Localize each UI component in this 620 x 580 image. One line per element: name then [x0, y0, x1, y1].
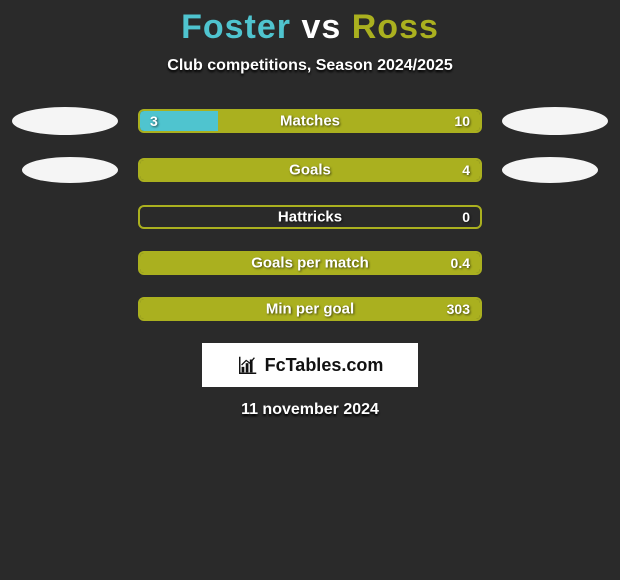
stat-row: Min per goal 303	[0, 297, 620, 321]
stat-bar: Goals 4	[138, 158, 482, 182]
title-left: Foster	[181, 8, 291, 46]
source-logo[interactable]: FcTables.com	[202, 343, 418, 387]
stat-label: Matches	[280, 113, 340, 130]
stat-row: 3 Matches 10	[0, 107, 620, 135]
stat-bar: Min per goal 303	[138, 297, 482, 321]
chart-icon	[237, 354, 259, 376]
stat-label: Hattricks	[278, 209, 342, 226]
stat-bar: Hattricks 0	[138, 205, 482, 229]
stat-label: Goals	[289, 162, 331, 179]
stat-row: Goals per match 0.4	[0, 251, 620, 275]
stat-bar: Goals per match 0.4	[138, 251, 482, 275]
stat-value-right: 0	[462, 209, 470, 225]
stat-row: Goals 4	[0, 157, 620, 183]
bar-fill-right	[218, 111, 480, 131]
stat-value-right: 10	[454, 113, 470, 129]
comparison-card: Foster vs Ross Club competitions, Season…	[0, 0, 620, 419]
stat-row: Hattricks 0	[0, 205, 620, 229]
title-vs: vs	[301, 8, 351, 46]
stat-value-right: 303	[447, 301, 470, 317]
player-badge-right	[502, 157, 598, 183]
player-badge-right	[502, 107, 608, 135]
stat-value-right: 0.4	[451, 255, 470, 271]
stats-list: 3 Matches 10 Goals 4 Hattricks 0 Goals per matc…	[0, 107, 620, 321]
stat-label: Min per goal	[266, 301, 354, 318]
stat-value-right: 4	[462, 162, 470, 178]
player-badge-left	[12, 107, 118, 135]
page-title: Foster vs Ross	[0, 8, 620, 47]
stat-bar: 3 Matches 10	[138, 109, 482, 133]
player-badge-left	[22, 157, 118, 183]
title-right: Ross	[352, 8, 439, 46]
stat-label: Goals per match	[251, 255, 369, 272]
stat-value-left: 3	[150, 113, 158, 129]
subtitle: Club competitions, Season 2024/2025	[0, 57, 620, 75]
date-label: 11 november 2024	[0, 401, 620, 419]
logo-text: FcTables.com	[265, 355, 384, 376]
